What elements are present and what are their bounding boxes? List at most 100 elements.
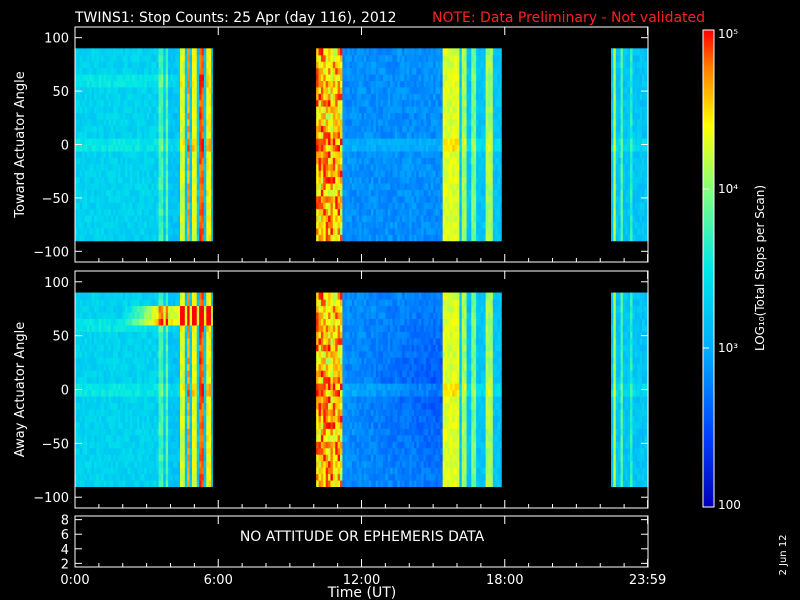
heatmap-cell — [437, 118, 441, 126]
heatmap-cell — [115, 67, 119, 75]
heatmap-cell — [191, 54, 195, 62]
heatmap-cell — [86, 467, 90, 475]
heatmap-cell — [363, 157, 367, 165]
heatmap-cell — [637, 131, 641, 139]
heatmap-cell — [454, 106, 458, 114]
heatmap-cell — [187, 93, 191, 101]
heatmap-cell — [168, 54, 172, 62]
heatmap-cell — [356, 189, 360, 197]
heatmap-cell — [349, 202, 353, 210]
heatmap-cell — [122, 202, 126, 210]
heatmap-cell — [332, 208, 336, 216]
heatmap-cell — [117, 234, 121, 242]
heatmap-cells — [75, 292, 649, 488]
heatmap-cell — [120, 138, 124, 146]
heatmap-cell — [361, 86, 365, 94]
heatmap-cell — [79, 54, 83, 62]
heatmap-cell — [634, 163, 638, 171]
heatmap-cell — [435, 195, 439, 203]
heatmap-cell — [153, 131, 157, 139]
heatmap-cell — [495, 67, 499, 75]
heatmap-cell — [163, 48, 167, 56]
heatmap-cell — [125, 144, 129, 152]
heatmap-cell — [492, 67, 496, 75]
heatmap-cell — [342, 125, 346, 133]
heatmap-cell — [94, 202, 98, 210]
heatmap-cell — [108, 125, 112, 133]
heatmap-cell — [618, 118, 622, 126]
heatmap-cell — [411, 189, 415, 197]
heatmap-cell — [378, 215, 382, 223]
heatmap-cell — [125, 170, 129, 178]
heatmap-cell — [349, 125, 353, 133]
heatmap-cell — [449, 86, 453, 94]
heatmap-cell — [375, 106, 379, 114]
heatmap-cell — [488, 112, 492, 120]
heatmap-cell — [340, 189, 343, 197]
heatmap-cell — [428, 150, 432, 158]
heatmap-cell — [122, 74, 126, 82]
heatmap-cell — [459, 67, 463, 75]
heatmap-cell — [392, 138, 396, 146]
heatmap-cell — [359, 125, 363, 133]
heatmap-cell — [82, 421, 86, 429]
heatmap-cell — [141, 176, 145, 184]
heatmap-cell — [113, 80, 117, 88]
heatmap-cell — [101, 363, 105, 371]
heatmap-cell — [347, 48, 351, 56]
heatmap-cell — [196, 215, 200, 223]
heatmap-cell — [485, 61, 489, 69]
heatmap-cell — [208, 234, 212, 242]
heatmap-cell — [478, 54, 482, 62]
heatmap-cell — [423, 106, 427, 114]
heatmap-cell — [437, 202, 441, 210]
heatmap-cell — [615, 189, 619, 197]
heatmap-cell — [437, 208, 441, 216]
heatmap-cell — [172, 86, 176, 94]
heatmap-cell — [483, 138, 487, 146]
heatmap-cell — [499, 150, 502, 158]
heatmap-cell — [96, 208, 100, 216]
heatmap-cell — [344, 227, 348, 235]
heatmap-cell — [385, 125, 389, 133]
heatmap-cell — [82, 215, 86, 223]
heatmap-cell — [644, 189, 648, 197]
heatmap-cell — [449, 234, 453, 242]
heatmap-cell — [457, 195, 460, 203]
heatmap-cell — [110, 221, 114, 229]
heatmap-cell — [435, 215, 439, 223]
heatmap-cell — [86, 344, 90, 352]
heatmap-cell — [125, 163, 129, 171]
heatmap-cell — [201, 221, 205, 229]
heatmap-cell — [168, 61, 172, 69]
heatmap-cell — [480, 74, 484, 82]
heatmap-cell — [115, 202, 119, 210]
heatmap-cell — [108, 54, 112, 62]
heatmap-cell — [359, 221, 363, 229]
heatmap-cell — [144, 150, 148, 158]
heatmap-cell — [120, 195, 124, 203]
heatmap-cell — [332, 176, 336, 184]
heatmap-cell — [77, 74, 81, 82]
heatmap-cell — [94, 86, 98, 94]
heatmap-cell — [461, 195, 465, 203]
heatmap-cell — [390, 93, 394, 101]
heatmap-cell — [488, 99, 492, 107]
heatmap-cell — [449, 208, 453, 216]
heatmap-cell — [423, 99, 427, 107]
heatmap-cell — [409, 163, 413, 171]
heatmap-cell — [366, 80, 370, 88]
heatmap-cell — [344, 112, 348, 120]
heatmap-cell — [158, 99, 162, 107]
heatmap-cell — [490, 144, 494, 152]
heatmap-cell — [165, 144, 169, 152]
heatmap-cell — [371, 157, 375, 165]
heatmap-cell — [435, 131, 439, 139]
heatmap-cell — [495, 48, 499, 56]
heatmap-cell — [385, 138, 389, 146]
heatmap-cell — [125, 157, 129, 165]
heatmap-cell — [170, 61, 174, 69]
heatmap-cell — [394, 157, 398, 165]
heatmap-cell — [335, 86, 339, 94]
heatmap-cell — [447, 131, 451, 139]
